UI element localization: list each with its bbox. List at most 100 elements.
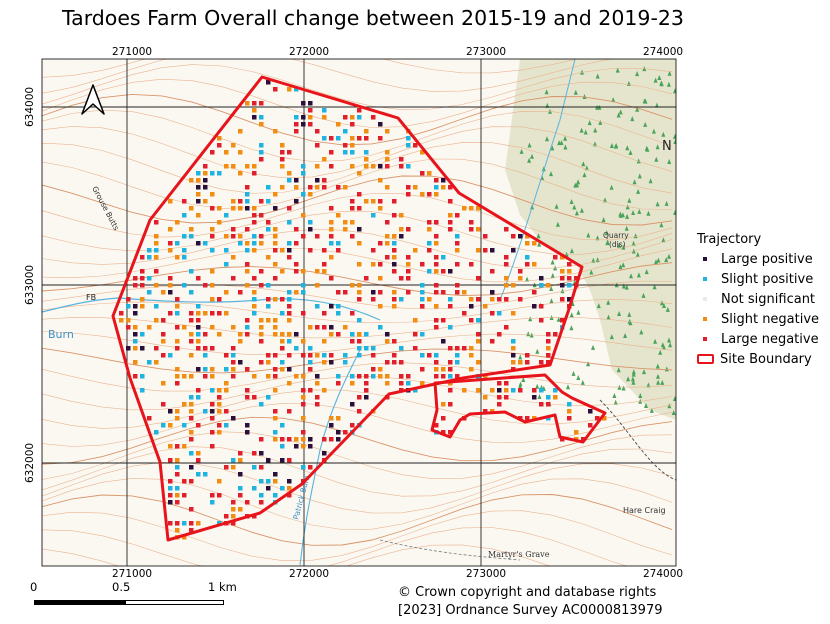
trajectory-cell xyxy=(210,493,215,498)
trajectory-cell xyxy=(448,269,453,274)
tree-symbol xyxy=(606,314,611,320)
trajectory-cell xyxy=(189,402,194,407)
contour-line xyxy=(42,347,673,374)
trajectory-cell xyxy=(490,290,495,295)
trajectory-cell xyxy=(329,150,334,155)
tree-symbol xyxy=(660,379,665,385)
easting-label-bottom: 271000 xyxy=(112,568,153,580)
trajectory-cell xyxy=(462,311,467,316)
tree-symbol xyxy=(644,269,649,275)
trajectory-cell xyxy=(476,297,481,302)
track xyxy=(379,539,521,561)
trajectory-cell xyxy=(315,304,320,309)
basemap: Burn FB Quarry (dis) Hare Craig Martyr's… xyxy=(42,59,676,566)
trajectory-cell xyxy=(434,290,439,295)
trajectory-cell xyxy=(504,255,509,260)
trajectory-cell xyxy=(399,164,404,169)
trajectory-cell xyxy=(378,367,383,372)
trajectory-cell xyxy=(546,353,551,358)
boundary-swatch xyxy=(697,354,714,364)
trajectory-cell xyxy=(224,248,229,253)
trajectory-cell xyxy=(210,325,215,330)
trajectory-cell xyxy=(322,311,327,316)
trajectory-cell xyxy=(385,339,390,344)
legend-title: Trajectory xyxy=(697,232,762,247)
trajectory-cell xyxy=(210,206,215,211)
trajectory-cell xyxy=(245,269,250,274)
trajectory-cell xyxy=(336,437,341,442)
tree-symbol xyxy=(668,342,673,348)
trajectory-cell xyxy=(252,297,257,302)
trajectory-cell xyxy=(399,276,404,281)
trajectory-cell xyxy=(357,395,362,400)
trajectory-cell xyxy=(567,269,572,274)
trajectory-cell xyxy=(224,423,229,428)
trajectory-cell xyxy=(434,192,439,197)
tree-symbol xyxy=(667,70,672,76)
trajectory-cell xyxy=(182,199,187,204)
trajectory-cell xyxy=(252,171,257,176)
trajectory-cell xyxy=(301,374,306,379)
tree-symbol xyxy=(621,244,626,250)
trajectory-cell xyxy=(259,402,264,407)
trajectory-cell xyxy=(448,297,453,302)
trajectory-cell xyxy=(525,360,530,365)
trajectory-cell xyxy=(189,227,194,232)
trajectory-cell xyxy=(434,325,439,330)
trajectory-cell xyxy=(350,402,355,407)
quarry-label: Quarry xyxy=(603,231,629,240)
trajectory-cell xyxy=(203,178,208,183)
site-boundary-extension[interactable] xyxy=(430,373,607,444)
trajectory-cell xyxy=(434,423,439,428)
trajectory-cell xyxy=(287,304,292,309)
trajectory-cell xyxy=(364,395,369,400)
trajectory-cell xyxy=(175,374,180,379)
trajectory-cell xyxy=(392,269,397,274)
trajectory-cell xyxy=(175,367,180,372)
trajectory-cell xyxy=(280,297,285,302)
trajectory-cell xyxy=(210,171,215,176)
trajectory-cell xyxy=(350,332,355,337)
trajectory-cell xyxy=(189,409,194,414)
trajectory-cell xyxy=(161,318,166,323)
trajectory-cell xyxy=(441,416,446,421)
tree-symbol xyxy=(566,384,570,390)
trajectory-cell xyxy=(336,304,341,309)
tree-symbol xyxy=(673,209,676,215)
legend-label: Slight positive xyxy=(721,271,814,287)
easting-label-top: 271000 xyxy=(112,46,153,58)
trajectory-cell xyxy=(224,311,229,316)
site-boundary[interactable] xyxy=(111,75,584,542)
trajectory-cell xyxy=(504,283,509,288)
trajectory-cell xyxy=(210,367,215,372)
trajectory-cell xyxy=(567,416,572,421)
trajectory-cell xyxy=(455,213,460,218)
trajectory-cell xyxy=(336,381,341,386)
trajectory-cell xyxy=(525,353,530,358)
trajectory-cell xyxy=(168,311,173,316)
tree-symbol xyxy=(545,136,549,142)
trajectory-cell xyxy=(266,283,271,288)
trajectory-cell xyxy=(133,346,138,351)
trajectory-cell xyxy=(378,206,383,211)
tree-symbol xyxy=(628,149,633,155)
trajectory-cell xyxy=(399,227,404,232)
trajectory-cell xyxy=(126,318,131,323)
tree-symbol xyxy=(673,133,676,139)
trajectory-cell xyxy=(406,164,411,169)
trajectory-cell xyxy=(196,304,201,309)
trajectory-cell xyxy=(483,374,488,379)
trajectory-cell xyxy=(413,388,418,393)
trajectory-cell xyxy=(518,388,523,393)
trajectory-cell xyxy=(126,297,131,302)
trajectory-cell xyxy=(420,290,425,295)
tree-symbol xyxy=(667,403,672,409)
trajectory-cell xyxy=(427,192,432,197)
trajectory-cell xyxy=(315,143,320,148)
trajectory-cell xyxy=(210,269,215,274)
trajectory-cell xyxy=(336,311,341,316)
tree-symbol xyxy=(560,288,565,294)
trajectory-cell xyxy=(511,388,516,393)
trajectory-cell xyxy=(280,164,285,169)
